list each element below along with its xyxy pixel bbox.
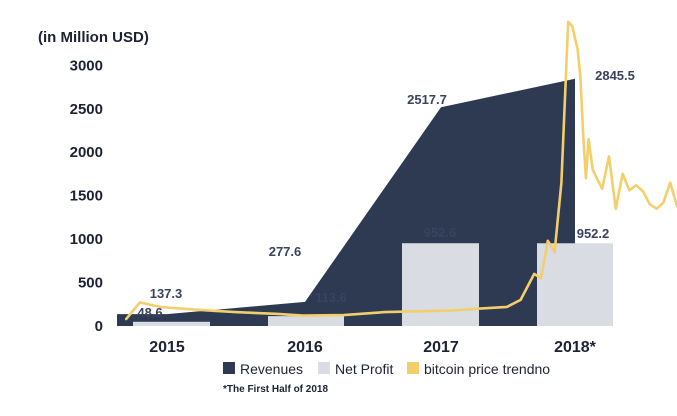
revenue-data-label: 2517.7 — [407, 92, 447, 107]
legend-label: Net Profit — [335, 361, 393, 377]
net-profit-data-label: 48.6 — [137, 305, 162, 320]
footnote: *The First Half of 2018 — [223, 384, 328, 395]
y-tick-label: 2000 — [70, 144, 103, 161]
revenue-data-label: 2845.5 — [595, 68, 635, 83]
y-axis: 0 500 1000 1500 2000 2500 3000 — [70, 57, 103, 335]
net-profit-bar — [133, 321, 210, 326]
bitcoin-line-layer — [124, 20, 677, 321]
x-tick-label: 2018* — [554, 339, 597, 356]
y-tick-label: 2500 — [70, 101, 103, 118]
legend: Revenues Net Profit bitcoin price trendno — [223, 361, 550, 377]
legend-swatch — [223, 362, 235, 374]
bitcoin-price-line — [124, 20, 677, 321]
net-profit-data-label: 952.6 — [424, 225, 457, 240]
legend-label: Revenues — [240, 361, 303, 377]
unit-label: (in Million USD) — [38, 29, 149, 46]
net-profit-bar — [537, 243, 613, 326]
net-profit-bar-layer — [133, 243, 613, 326]
y-tick-label: 1500 — [70, 188, 103, 205]
legend-label: bitcoin price trendno — [424, 361, 550, 377]
data-label-layer: 137.3 277.6 2517.7 2845.5 48.6 113.6 952.6 952.… — [137, 68, 635, 320]
net-profit-data-label: 113.6 — [315, 290, 347, 305]
revenue-area-layer — [117, 78, 575, 327]
revenue-area — [117, 78, 575, 327]
y-tick-label: 3000 — [70, 57, 103, 74]
x-tick-label: 2016 — [287, 339, 323, 356]
legend-swatch — [318, 362, 330, 374]
net-profit-bar — [268, 316, 344, 326]
net-profit-data-label: 952.2 — [577, 226, 610, 241]
y-tick-label: 500 — [78, 275, 103, 292]
y-tick-label: 0 — [95, 318, 103, 335]
revenue-data-label: 277.6 — [269, 244, 302, 259]
net-profit-bar — [402, 243, 479, 326]
revenue-data-label: 137.3 — [150, 286, 183, 301]
y-tick-label: 1000 — [70, 231, 103, 248]
x-tick-label: 2017 — [423, 339, 459, 356]
legend-swatch — [407, 362, 419, 374]
x-tick-label: 2015 — [149, 339, 185, 356]
x-axis: 2015 2016 2017 2018* — [149, 339, 596, 356]
